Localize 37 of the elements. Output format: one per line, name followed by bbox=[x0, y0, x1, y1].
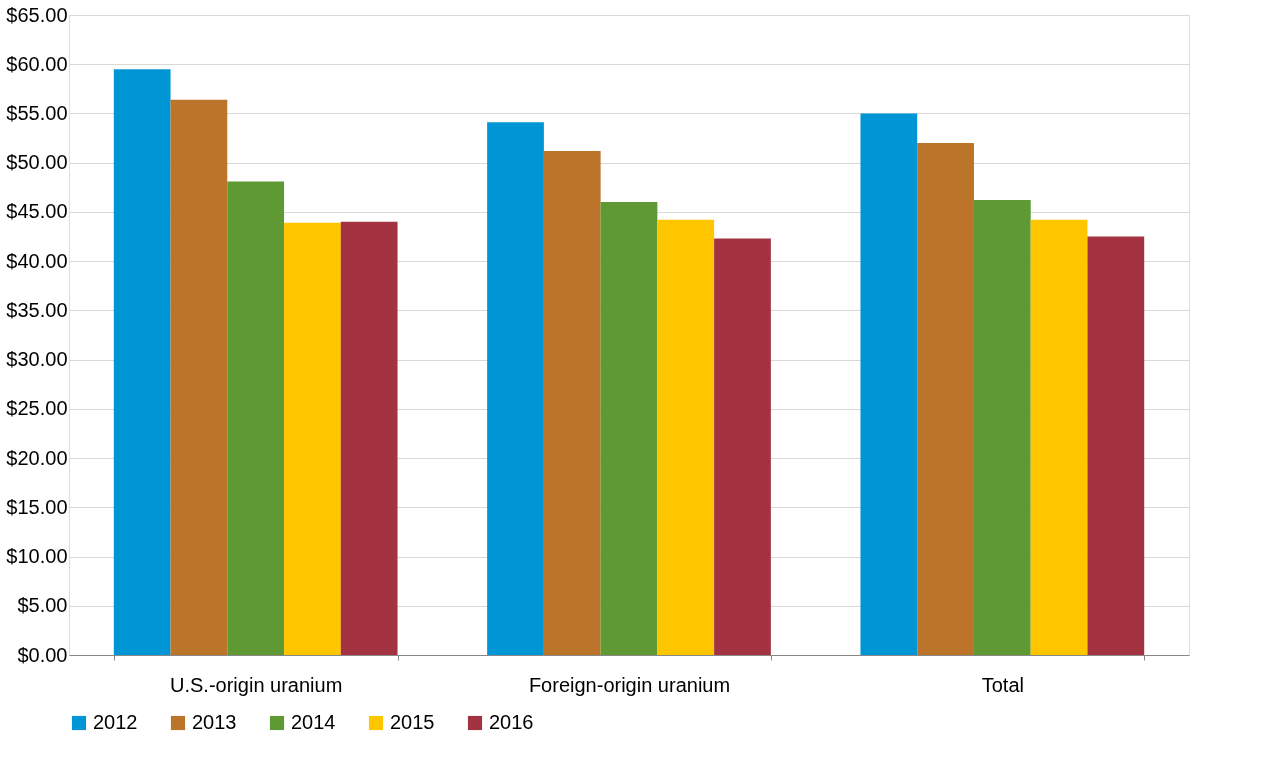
legend-label: 2012 bbox=[93, 711, 138, 733]
y-tick-label: $15.00 bbox=[6, 495, 68, 518]
bar bbox=[340, 221, 398, 655]
y-tick-label: $20.00 bbox=[6, 446, 68, 469]
y-tick-label: $65.00 bbox=[6, 3, 68, 26]
x-tick-label: Foreign-origin uranium bbox=[528, 673, 731, 696]
y-tick-label: $45.00 bbox=[6, 200, 68, 223]
legend-label: 2014 bbox=[291, 711, 336, 733]
legend-label: 2015 bbox=[390, 711, 435, 733]
bar bbox=[170, 99, 228, 655]
bar bbox=[600, 202, 658, 655]
bar bbox=[543, 150, 601, 655]
y-tick-label: $60.00 bbox=[6, 52, 68, 75]
y-tick-label: $35.00 bbox=[6, 298, 68, 321]
bar bbox=[657, 219, 715, 655]
bar bbox=[714, 238, 771, 655]
bar bbox=[860, 113, 918, 655]
y-tick-label: $50.00 bbox=[6, 151, 68, 174]
y-tick-label: $5.00 bbox=[17, 594, 68, 617]
bar bbox=[284, 222, 341, 655]
legend-label: 2013 bbox=[192, 711, 237, 733]
bar bbox=[1030, 219, 1088, 655]
x-tick-label: Total bbox=[981, 673, 1024, 696]
bar bbox=[487, 122, 544, 655]
bar bbox=[227, 181, 285, 655]
y-tick-label: $55.00 bbox=[6, 101, 68, 124]
bar bbox=[973, 200, 1031, 655]
bar bbox=[113, 69, 171, 655]
bar bbox=[1087, 236, 1145, 655]
bar bbox=[917, 143, 974, 655]
y-tick-label: $0.00 bbox=[17, 643, 68, 666]
x-tick-label: U.S.-origin uranium bbox=[170, 673, 343, 696]
y-tick-label: $40.00 bbox=[6, 249, 68, 272]
y-tick-label: $25.00 bbox=[6, 397, 68, 420]
y-tick-label: $30.00 bbox=[6, 348, 68, 371]
y-tick-label: $10.00 bbox=[6, 545, 68, 568]
legend-label: 2016 bbox=[489, 711, 534, 733]
